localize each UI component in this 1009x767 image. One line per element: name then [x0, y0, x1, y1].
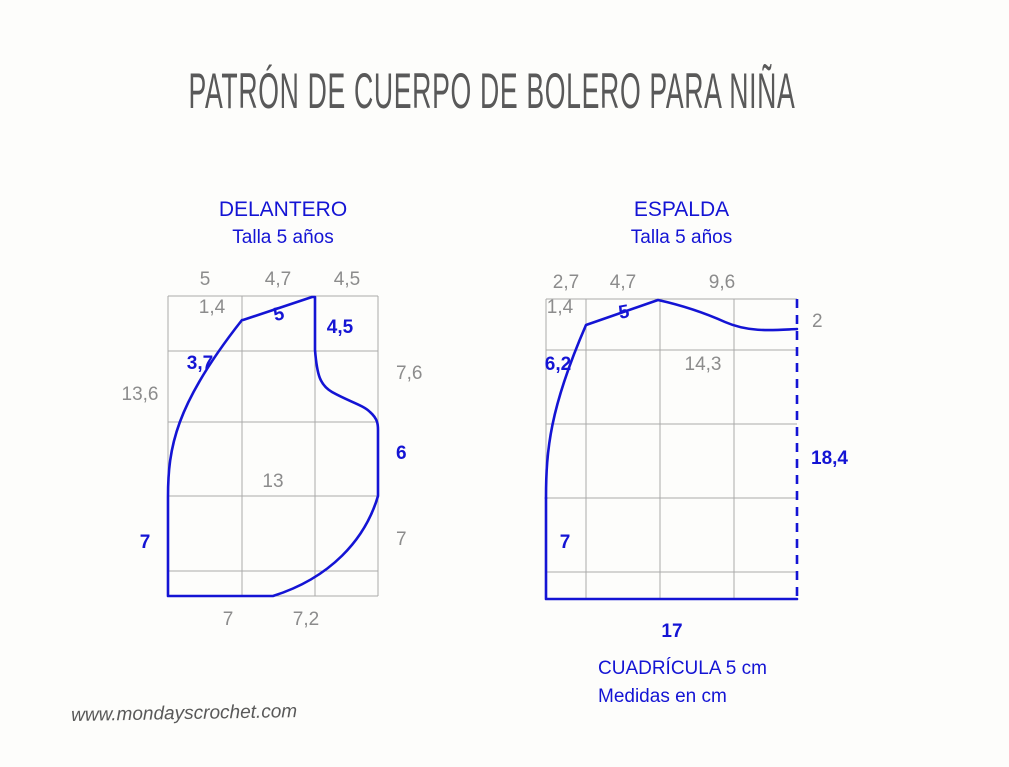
svg-text:14,3: 14,3 — [685, 354, 722, 375]
svg-text:1,4: 1,4 — [547, 297, 574, 318]
svg-text:2,7: 2,7 — [553, 272, 579, 293]
svg-text:4,7: 4,7 — [610, 272, 636, 293]
svg-text:17: 17 — [661, 621, 682, 642]
svg-text:7: 7 — [560, 532, 571, 553]
svg-text:9,6: 9,6 — [709, 272, 735, 293]
svg-text:2: 2 — [812, 311, 823, 332]
svg-text:18,4: 18,4 — [811, 448, 848, 469]
